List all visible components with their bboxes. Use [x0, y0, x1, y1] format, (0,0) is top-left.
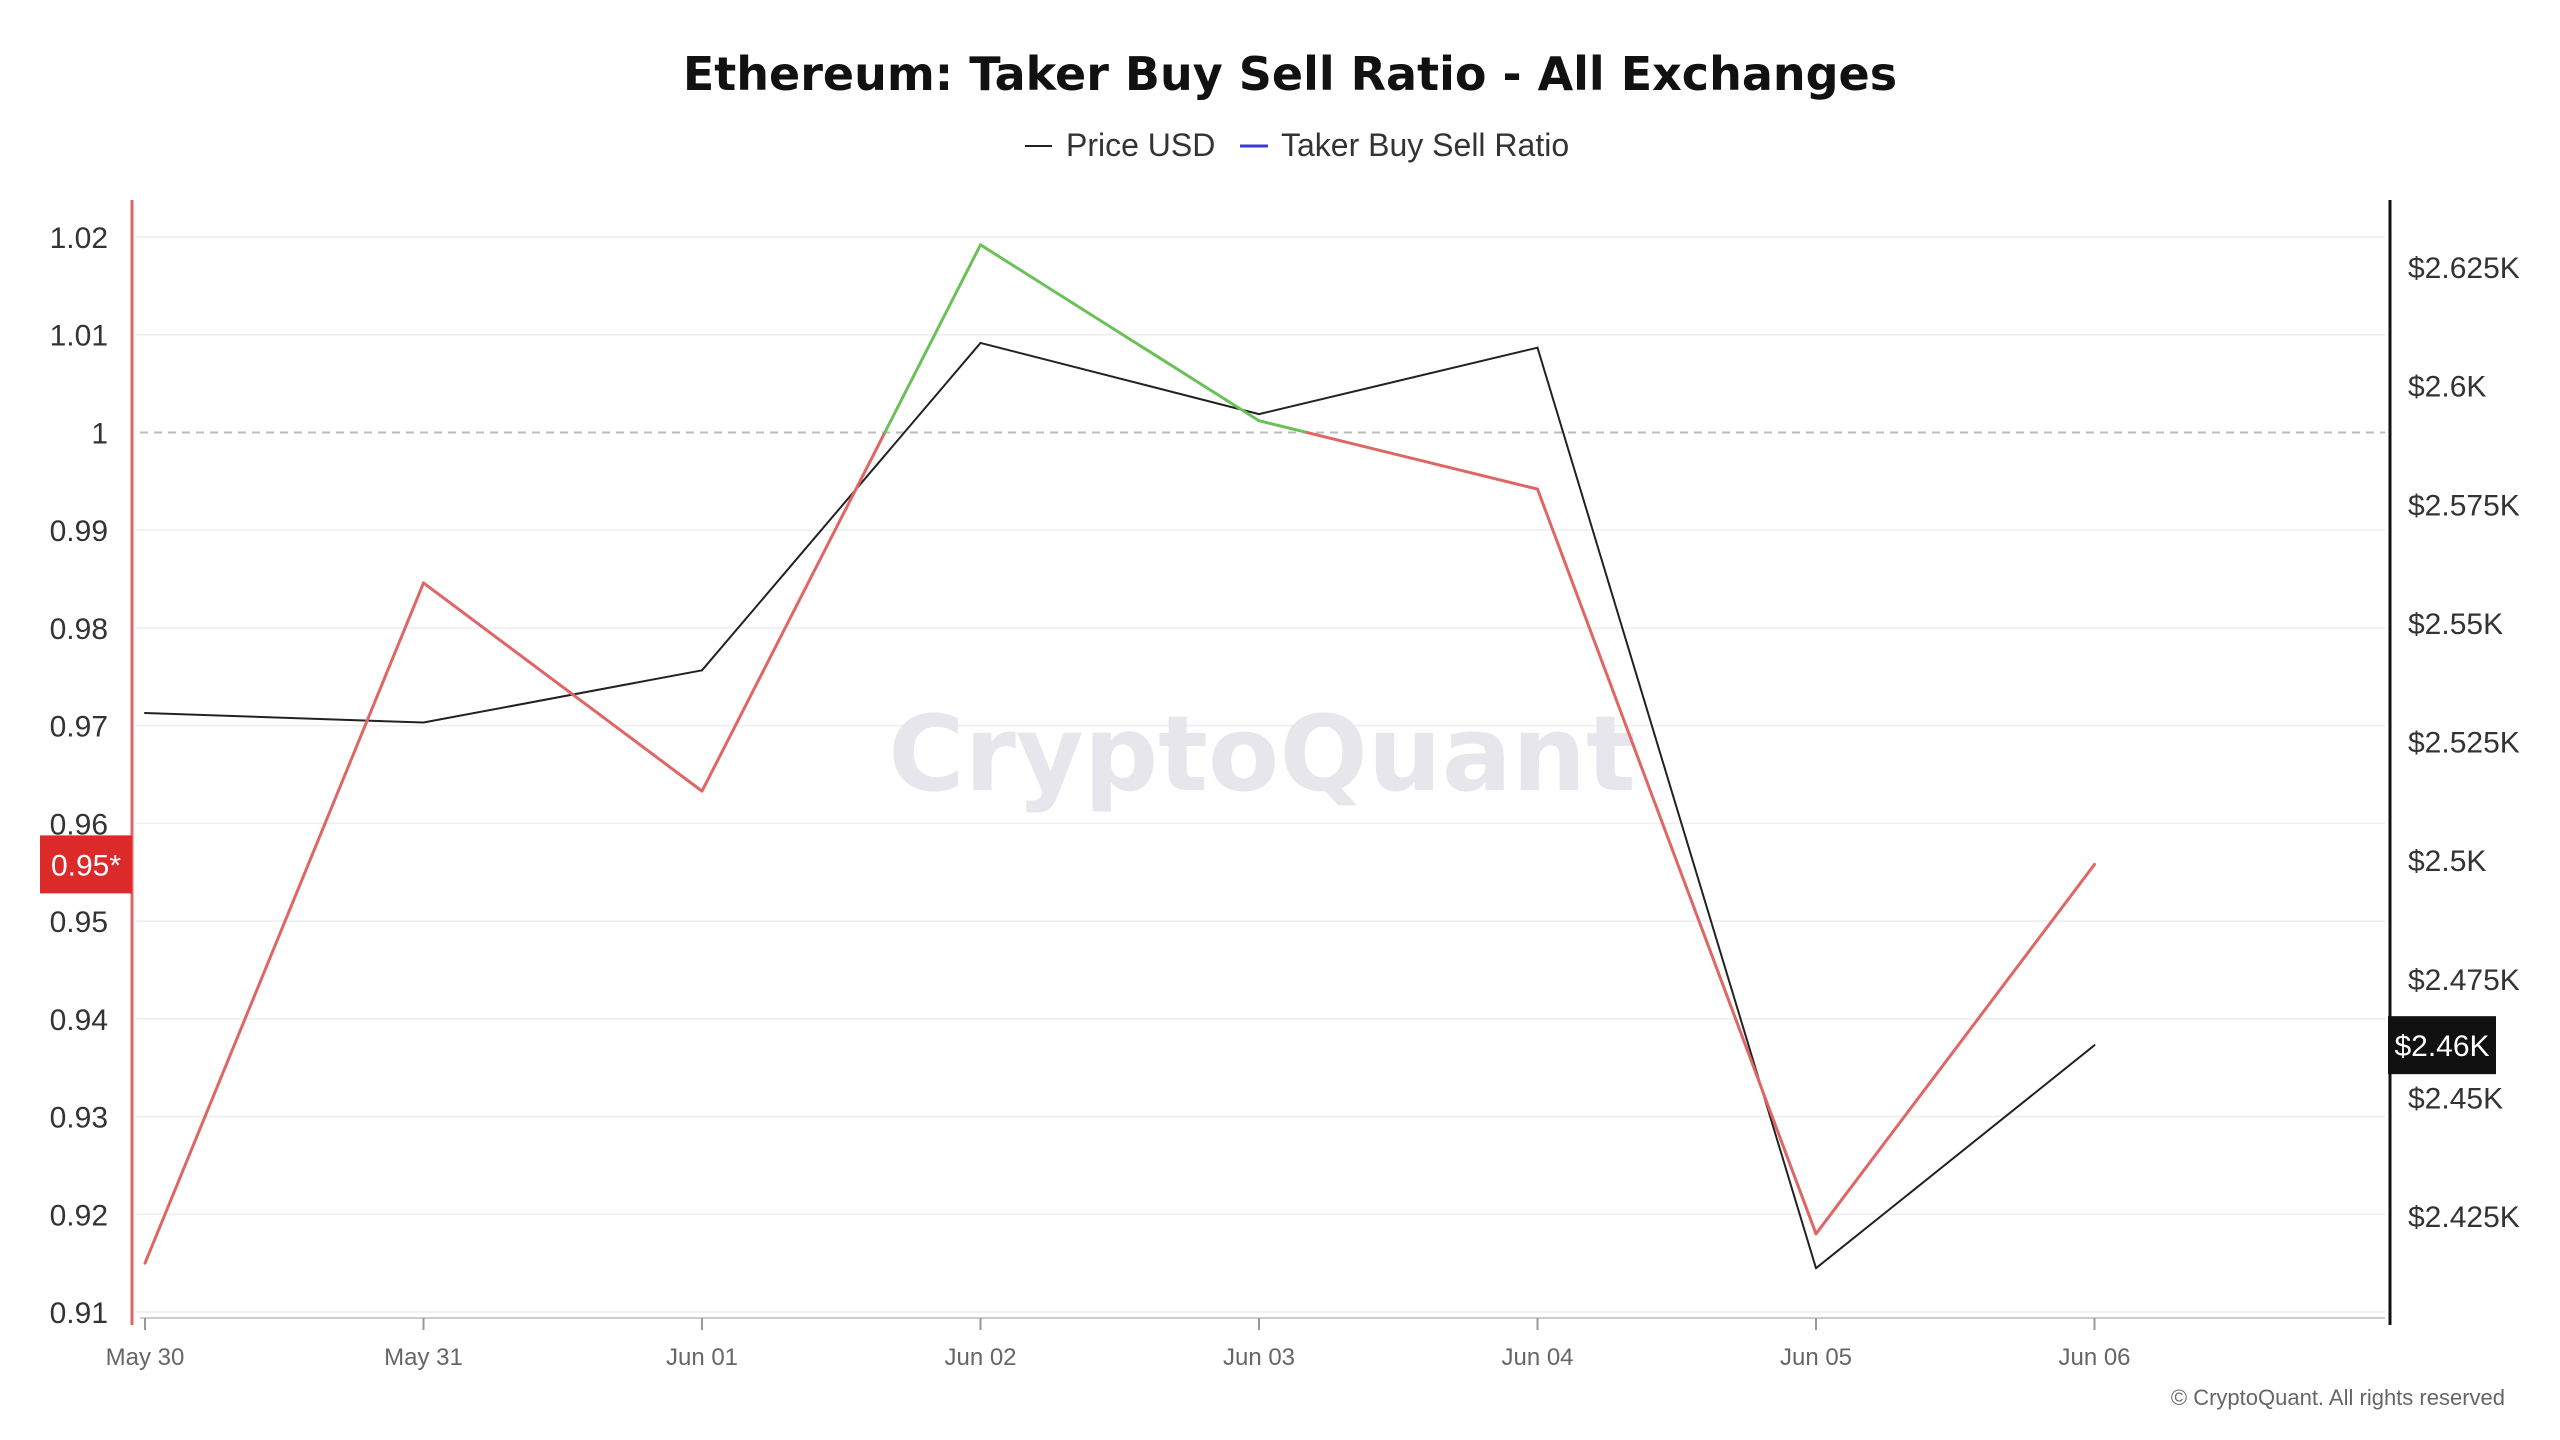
x-axis-ticks: May 30 May 31 Jun 01 Jun 02 Jun 03 Jun 04 Jun …	[106, 1318, 2131, 1371]
ratio-line-segment	[1536, 487, 1818, 1236]
right-current-badge-label: $2.46K	[2394, 1030, 2489, 1063]
left-tick-label: 0.95	[50, 906, 108, 939]
left-tick-label: 1	[91, 417, 108, 450]
left-tick-label: 0.92	[50, 1199, 108, 1232]
right-tick-label: $2.55K	[2408, 608, 2503, 641]
right-tick-label: $2.425K	[2408, 1201, 2520, 1234]
ratio-line-segment	[1814, 862, 2096, 1236]
legend-item-ratio[interactable]: Taker Buy Sell Ratio	[1240, 127, 1569, 163]
legend-ratio-label: Taker Buy Sell Ratio	[1281, 127, 1569, 163]
right-tick-label: $2.525K	[2408, 727, 2520, 760]
legend: Price USD Taker Buy Sell Ratio	[1025, 127, 1569, 163]
right-tick-label: $2.625K	[2408, 252, 2520, 285]
legend-item-price[interactable]: Price USD	[1025, 127, 1215, 163]
x-tick-label: May 30	[106, 1344, 185, 1371]
ratio-line-segment	[422, 581, 704, 793]
price-line-segment	[701, 341, 982, 672]
right-tick-label: $2.5K	[2408, 845, 2486, 878]
left-current-badge-bg	[40, 835, 132, 894]
chart-title: Ethereum: Taker Buy Sell Ratio - All Exc…	[683, 47, 1897, 101]
x-tick-label: Jun 02	[944, 1344, 1016, 1371]
left-current-badge: 0.95*	[40, 835, 132, 894]
ratio-line-segment	[700, 430, 887, 793]
right-current-badge: $2.46K	[2388, 1016, 2496, 1075]
left-tick-label: 0.99	[50, 515, 108, 548]
ratio-line-segment	[979, 243, 1261, 423]
x-tick-label: Jun 04	[1501, 1344, 1573, 1371]
grid	[136, 236, 2385, 1313]
x-tick-label: Jun 05	[1780, 1344, 1852, 1371]
x-tick-label: Jun 01	[666, 1344, 738, 1371]
price-line-segment	[1258, 346, 1539, 416]
ratio-line-segment	[1257, 419, 1309, 434]
left-tick-label: 0.97	[50, 711, 108, 744]
right-tick-label: $2.575K	[2408, 489, 2520, 522]
x-tick-label: Jun 06	[2058, 1344, 2130, 1371]
price-line-segment	[144, 712, 425, 724]
price-line-segment	[1536, 346, 1817, 1270]
left-current-badge-label: 0.95*	[51, 849, 121, 882]
left-tick-label: 0.91	[50, 1297, 108, 1330]
left-axis-ticks: 0.910.920.930.940.950.960.970.980.9911.0…	[50, 222, 108, 1330]
price-line-segment	[422, 669, 703, 724]
right-tick-label: $2.475K	[2408, 964, 2520, 997]
legend-price-label: Price USD	[1066, 127, 1215, 163]
ratio-line-segment	[883, 243, 982, 434]
left-tick-label: 0.93	[50, 1102, 108, 1135]
watermark: CryptoQuant	[888, 693, 1635, 815]
right-axis-ticks: $2.425K $2.45K $2.475K $2.5K $2.525K $2.55K $2…	[2408, 252, 2520, 1234]
x-tick-label: May 31	[384, 1344, 463, 1371]
price-series	[144, 341, 2096, 1270]
right-current-badge-bg	[2388, 1016, 2496, 1075]
left-tick-label: 0.94	[50, 1004, 108, 1037]
price-line-segment	[1815, 1044, 2096, 1270]
ratio-series	[143, 243, 2096, 1265]
right-tick-label: $2.6K	[2408, 371, 2486, 404]
ratio-line-segment	[143, 581, 425, 1265]
price-line-segment	[979, 341, 1260, 416]
left-tick-label: 1.02	[50, 222, 108, 255]
x-tick-label: Jun 03	[1223, 1344, 1295, 1371]
left-tick-label: 1.01	[50, 320, 108, 353]
left-tick-label: 0.98	[50, 613, 108, 646]
right-tick-label: $2.45K	[2408, 1082, 2503, 1115]
copyright-text: © CryptoQuant. All rights reserved	[2171, 1385, 2505, 1410]
ratio-line-segment	[1305, 430, 1539, 491]
